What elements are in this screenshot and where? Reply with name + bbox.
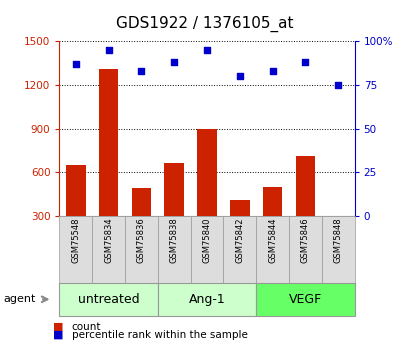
Text: VEGF: VEGF <box>288 293 321 306</box>
Text: GSM75840: GSM75840 <box>202 217 211 263</box>
Text: GSM75838: GSM75838 <box>169 217 178 263</box>
Text: GDS1922 / 1376105_at: GDS1922 / 1376105_at <box>116 16 293 32</box>
Text: Ang-1: Ang-1 <box>188 293 225 306</box>
Bar <box>99 69 118 216</box>
Text: GSM75548: GSM75548 <box>71 217 80 263</box>
Point <box>203 47 210 53</box>
Bar <box>131 188 151 216</box>
Point <box>334 82 341 88</box>
Text: GSM75846: GSM75846 <box>300 217 309 263</box>
Text: percentile rank within the sample: percentile rank within the sample <box>72 330 247 339</box>
Text: agent: agent <box>3 294 36 304</box>
Text: ■: ■ <box>53 322 64 332</box>
Bar <box>197 128 216 216</box>
Bar <box>328 216 347 217</box>
Bar <box>164 163 184 216</box>
Text: GSM75836: GSM75836 <box>137 217 146 263</box>
Point <box>236 73 243 79</box>
Point <box>138 68 144 74</box>
Point <box>105 47 112 53</box>
Text: GSM75844: GSM75844 <box>267 217 276 263</box>
Point <box>301 60 308 65</box>
Text: GSM75834: GSM75834 <box>104 217 113 263</box>
Bar <box>229 200 249 216</box>
Text: ■: ■ <box>53 330 64 339</box>
Text: GSM75842: GSM75842 <box>235 217 244 263</box>
Bar <box>295 156 315 216</box>
Text: untreated: untreated <box>78 293 139 306</box>
Point <box>171 60 177 65</box>
Text: GSM75848: GSM75848 <box>333 217 342 263</box>
Point <box>269 68 275 74</box>
Point <box>72 61 79 67</box>
Bar <box>262 187 282 216</box>
Bar <box>66 165 85 216</box>
Text: count: count <box>72 322 101 332</box>
